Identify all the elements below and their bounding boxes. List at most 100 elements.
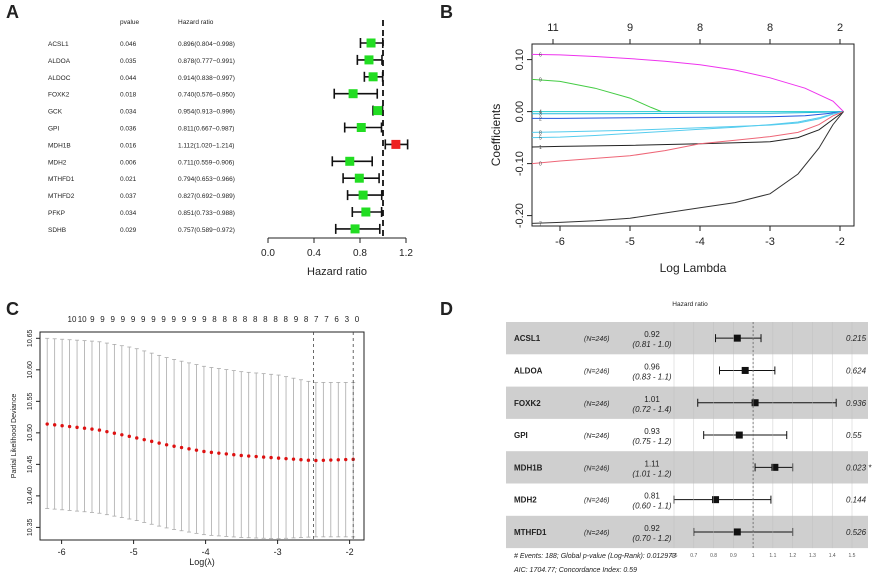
hr-text-mdh1b: 1.112(1.020−1.214) — [178, 142, 234, 149]
hazard-ratio-header: Hazard ratio — [178, 19, 214, 26]
x-tick-label: 0.4 — [307, 248, 321, 259]
ci-label-gpi: (0.75 - 1.2) — [632, 437, 671, 446]
hr-marker-foxk2 — [751, 399, 759, 407]
deviance-point — [321, 458, 326, 462]
deviance-point — [261, 455, 266, 459]
top-label: 3 — [345, 315, 350, 324]
deviance-point — [202, 449, 206, 454]
coef-label-6: 8 — [539, 130, 542, 136]
hr-label-gpi: 0.93 — [644, 427, 660, 436]
x-tick-label: 0.0 — [261, 248, 275, 259]
panel-d-title: Hazard ratio — [672, 301, 708, 308]
hr-text-gck: 0.954(0.913−0.996) — [178, 109, 235, 116]
x-tick-label: 0.7 — [690, 553, 697, 559]
pvalue-sdhb: 0.029 — [120, 227, 137, 234]
coef-label-2: 4 — [539, 110, 542, 116]
y-tick-label: 0.10 — [514, 49, 526, 70]
y-tick-label: 10.40 — [27, 487, 34, 505]
n-label-gpi: (N=246) — [584, 433, 609, 440]
p-label-mdh2: 0.144 — [846, 496, 867, 505]
y-axis-label: Coefficients — [489, 104, 503, 166]
hr-marker-aldoa — [741, 366, 749, 374]
deviance-point — [97, 428, 102, 432]
x-tick-label: -4 — [202, 547, 210, 557]
coef-label-9: 7 — [539, 221, 542, 227]
y-tick-label: 10.60 — [27, 361, 34, 379]
p-label-mdh1b: 0.023 * — [846, 463, 872, 472]
gene-label-acsl1: ACSL1 — [48, 41, 69, 48]
p-label-foxk2: 0.936 — [846, 399, 867, 408]
deviance-point — [172, 444, 176, 448]
hr-text-mthfd2: 0.827(0.692−0.989) — [178, 193, 235, 200]
x-tick-label: 0.6 — [671, 553, 678, 559]
coef-path-7 — [531, 111, 844, 148]
gene-label-aldoa: ALDOA — [48, 58, 71, 65]
hr-marker-mdh1b — [771, 463, 779, 471]
hr-marker-mthfd1 — [733, 528, 741, 536]
deviance-point — [299, 457, 303, 462]
hr-text-gpi: 0.811(0.667−0.987) — [178, 126, 234, 133]
coef-label-3: 3 — [539, 112, 542, 118]
x-tick-label: 1.1 — [769, 553, 776, 559]
deviance-point — [52, 423, 57, 427]
deviance-point — [224, 452, 229, 456]
ci-label-mdh1b: (1.01 - 1.2) — [632, 469, 671, 478]
ci-label-aldoa: (0.83 - 1.1) — [632, 372, 671, 381]
top-label: 8 — [212, 315, 217, 324]
hr-text-mthfd1: 0.794(0.653−0.966) — [178, 176, 235, 183]
pvalue-mdh2: 0.006 — [120, 159, 137, 166]
x-tick-label: -6 — [58, 547, 66, 557]
coef-label-1: 9 — [539, 77, 542, 83]
coef-path-0 — [531, 53, 844, 112]
deviance-point — [329, 458, 333, 462]
n-label-mdh2: (N=246) — [584, 498, 609, 505]
gene-label-acsl1: ACSL1 — [514, 334, 541, 343]
top-label: 6 — [334, 315, 339, 324]
p-label-gpi: 0.55 — [846, 431, 862, 440]
hr-marker-aldoa — [364, 55, 374, 65]
top-label: 10 — [68, 315, 77, 324]
gene-label-gck: GCK — [48, 109, 63, 116]
hr-marker-acsl1 — [366, 38, 376, 48]
top-label: 8 — [304, 315, 309, 324]
hr-marker-gpi — [356, 123, 366, 132]
deviance-point — [247, 454, 251, 458]
deviance-point — [90, 427, 94, 431]
top-label: 9 — [172, 315, 177, 324]
top-label: 8 — [253, 315, 258, 324]
hr-marker-pfkp — [361, 207, 371, 217]
gene-label-mdh1b: MDH1B — [48, 142, 71, 149]
hr-marker-foxk2 — [348, 89, 358, 99]
gene-label-pfkp: PFKP — [48, 210, 65, 217]
deviance-point — [135, 436, 139, 440]
hr-label-mdh2: 0.81 — [644, 492, 660, 501]
deviance-point — [232, 453, 236, 457]
deviance-point — [127, 434, 131, 439]
gene-label-mdh1b: MDH1B — [514, 463, 543, 472]
panel-a: pvalue Hazard ratio ACSL1 0.046 0.896(0.804−… — [48, 19, 413, 278]
deviance-point — [344, 457, 348, 462]
n-label-mdh1b: (N=246) — [584, 465, 609, 472]
p-label-acsl1: 0.215 — [846, 334, 867, 343]
y-tick-label: 10.50 — [27, 424, 34, 442]
hr-marker-aldoc — [368, 72, 378, 82]
pvalue-mdh1b: 0.016 — [120, 142, 137, 149]
y-tick-label: 10.65 — [27, 329, 34, 347]
pvalue-gck: 0.034 — [120, 109, 137, 116]
top-label: 8 — [222, 315, 227, 324]
panel-label-d: D — [440, 299, 453, 319]
top-label: 9 — [141, 315, 146, 324]
coef-path-1 — [531, 78, 662, 113]
gene-label-mthfd1: MTHFD1 — [48, 176, 75, 183]
gene-label-sdhb: SDHB — [48, 227, 66, 234]
panel-label-c: C — [6, 299, 19, 319]
top-label: 10 — [78, 315, 87, 324]
x-axis-label: Log Lambda — [660, 261, 727, 275]
ci-label-foxk2: (0.72 - 1.4) — [632, 405, 671, 414]
deviance-point — [149, 439, 154, 444]
top-label: 8 — [263, 315, 268, 324]
deviance-point — [284, 456, 288, 461]
x-tick-label: 1.3 — [809, 553, 816, 559]
deviance-point — [314, 458, 318, 463]
